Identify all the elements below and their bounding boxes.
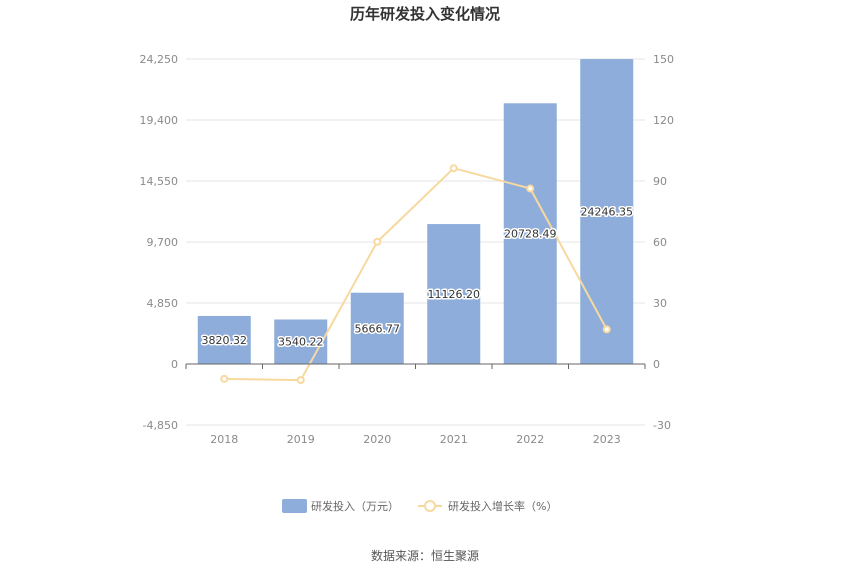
line-series bbox=[220, 164, 611, 385]
legend-line-marker bbox=[424, 500, 436, 512]
bar bbox=[197, 315, 251, 364]
bar-data-label: 11126.20 bbox=[428, 288, 481, 301]
y-right-tick-label: 60 bbox=[653, 236, 667, 249]
bar-data-label: 5666.77 bbox=[355, 322, 401, 335]
y-right-tick-label: 150 bbox=[653, 53, 674, 66]
bar bbox=[503, 103, 557, 365]
grid bbox=[186, 58, 645, 426]
y-right-tick-label: 30 bbox=[653, 297, 667, 310]
y-right-tick-label: 90 bbox=[653, 175, 667, 188]
x-tick-label: 2021 bbox=[440, 433, 468, 446]
line-point bbox=[602, 325, 611, 334]
bar bbox=[274, 319, 328, 364]
data-labels: 3820.32 3540.22 5666.77 11126.20 20728.49 242… bbox=[200, 204, 635, 350]
y-left-tick-label: 19,400 bbox=[140, 114, 179, 127]
y-left-tick-label: 14,550 bbox=[140, 175, 179, 188]
bar bbox=[427, 224, 481, 364]
bar-data-label: 24246.35 bbox=[581, 206, 634, 219]
line-point bbox=[526, 184, 535, 193]
y-right-tick-label: 0 bbox=[653, 358, 660, 371]
x-tick-label: 2023 bbox=[593, 433, 621, 446]
y-right-tick-label: -30 bbox=[653, 419, 671, 432]
line-point bbox=[220, 374, 229, 383]
source-text: 数据来源：恒生聚源 bbox=[371, 548, 479, 563]
legend-line-label: 研发投入增长率（%） bbox=[448, 499, 557, 513]
x-tick-label: 2020 bbox=[363, 433, 391, 446]
chart-title: 历年研发投入变化情况 bbox=[350, 5, 500, 23]
line-point bbox=[373, 237, 382, 246]
y-left-tick-label: -4,850 bbox=[143, 419, 178, 432]
bar-data-label: 20728.49 bbox=[504, 228, 557, 241]
bar-data-label: 3540.22 bbox=[278, 336, 324, 349]
x-tick-label: 2019 bbox=[287, 433, 315, 446]
legend-bar-label: 研发投入（万元） bbox=[311, 499, 399, 513]
y-left-tick-label: 0 bbox=[171, 358, 178, 371]
x-tick-label: 2022 bbox=[516, 433, 544, 446]
bar-series bbox=[197, 59, 634, 365]
y-left-tick-label: 9,700 bbox=[147, 236, 179, 249]
y-right-tick-label: 120 bbox=[653, 114, 674, 127]
x-tick-label: 2018 bbox=[210, 433, 238, 446]
y-left-tick-label: 24,250 bbox=[140, 53, 179, 66]
bar-data-label: 3820.32 bbox=[202, 334, 248, 347]
line-point bbox=[296, 376, 305, 385]
y-left-tick-label: 4,850 bbox=[147, 297, 179, 310]
growth-line bbox=[224, 167, 608, 382]
bar bbox=[350, 292, 404, 364]
legend-bar-swatch bbox=[282, 499, 307, 513]
axes: -4,850 0 4,850 9,700 14,550 19,400 24,250 -30 0 3… bbox=[140, 53, 675, 446]
legend: 研发投入（万元） 研发投入增长率（%） bbox=[282, 499, 557, 513]
line-point bbox=[449, 164, 458, 173]
bar bbox=[580, 59, 634, 365]
